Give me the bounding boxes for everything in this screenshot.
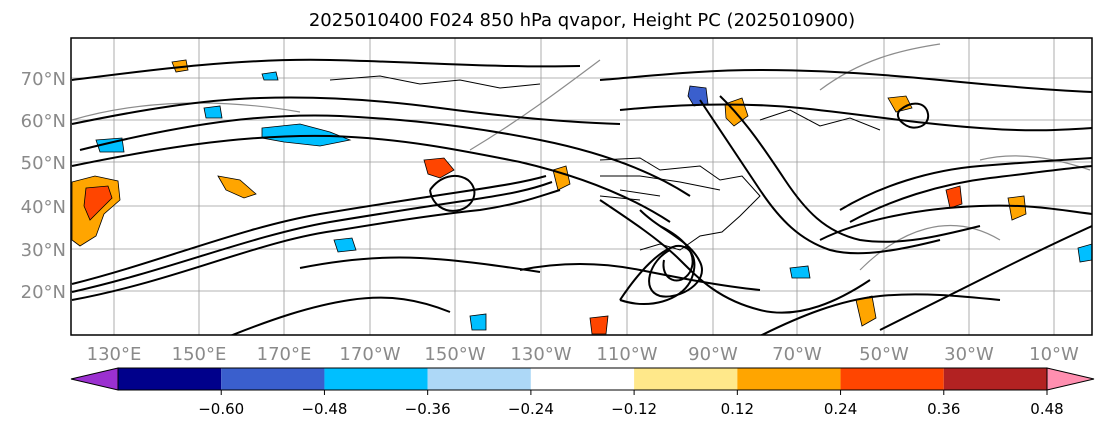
latitude-labels: 70°N 60°N 50°N 40°N 30°N 20°N xyxy=(21,69,66,303)
colorbar-swatch xyxy=(943,368,1047,390)
height-contour-line xyxy=(599,68,1092,93)
colorbar-tick-label: 0.12 xyxy=(721,400,754,418)
qvapor-shading xyxy=(71,59,1092,335)
map-frame xyxy=(70,37,1093,336)
colorbar-tick-label: −0.60 xyxy=(198,400,244,418)
gray-contour xyxy=(819,43,941,91)
height-contour-line xyxy=(71,58,581,81)
height-contour-line xyxy=(896,102,930,129)
lat-label: 70°N xyxy=(21,69,66,90)
height-contour-line xyxy=(229,296,451,335)
lat-label: 60°N xyxy=(21,111,66,132)
colorbar-swatch xyxy=(530,368,635,390)
colorbar-tick-label: −0.36 xyxy=(405,400,451,418)
height-contour-line xyxy=(879,225,1092,331)
height-contour-line xyxy=(619,103,1092,132)
colorbar-tick-label: 0.24 xyxy=(824,400,857,418)
coastline xyxy=(759,109,881,131)
coastline xyxy=(329,75,541,89)
qvapor-positive-area xyxy=(217,175,257,199)
colorbar-tick-label: 0.36 xyxy=(927,400,960,418)
height-contour-line xyxy=(79,114,691,197)
figure-title: 2025010400 F024 850 hPa qvapor, Height P… xyxy=(309,10,855,31)
height-contour-line xyxy=(699,99,941,255)
lon-label: 30°W xyxy=(944,344,994,365)
height-contour-line xyxy=(839,157,1092,211)
lon-label: 170°W xyxy=(339,344,400,365)
qvapor-positive-area xyxy=(887,95,913,113)
qvapor-negative-area xyxy=(333,237,357,253)
colorbar-extend-max xyxy=(1046,367,1095,391)
colorbar-boxes xyxy=(117,367,1048,391)
coastline xyxy=(599,175,721,201)
height-contour-line xyxy=(759,293,1001,335)
map-panel xyxy=(70,37,1093,336)
lat-label: 40°N xyxy=(21,197,66,218)
colorbar-swatch xyxy=(634,368,738,390)
height-contour-line xyxy=(71,134,671,223)
lon-label: 130°W xyxy=(510,344,571,365)
height-contour-line xyxy=(71,96,621,125)
height-contour-line xyxy=(299,256,541,273)
colorbar-tick-label: 0.48 xyxy=(1030,400,1063,418)
qvapor-positive-area xyxy=(589,315,609,335)
qvapor-negative-area xyxy=(789,265,811,279)
colorbar-swatch xyxy=(840,368,944,390)
map-gridlines xyxy=(71,38,1092,335)
height-contour-line xyxy=(849,165,1092,223)
gray-contour xyxy=(469,59,601,151)
height-contour-line xyxy=(429,174,476,212)
coastlines xyxy=(329,75,881,251)
height-contour-line xyxy=(639,209,703,298)
lon-label: 70°W xyxy=(772,344,822,365)
lon-label: 130°E xyxy=(87,344,142,365)
height-contour-line xyxy=(71,189,561,301)
lon-label: 50°W xyxy=(859,344,909,365)
qvapor-positive-area xyxy=(945,185,963,209)
qvapor-positive-area xyxy=(423,157,455,179)
qvapor-negative-area xyxy=(203,105,223,119)
gray-contour xyxy=(859,225,1001,271)
colorbar-swatch xyxy=(118,368,222,390)
height-pc-contours xyxy=(71,58,1092,335)
lat-label: 30°N xyxy=(21,240,66,261)
lon-label: 110°W xyxy=(596,344,657,365)
lat-label: 20°N xyxy=(21,282,66,303)
height-contour-line xyxy=(819,204,1092,241)
height-contour-line xyxy=(599,199,871,314)
lon-label: 10°W xyxy=(1029,344,1079,365)
colorbar-swatch xyxy=(324,368,428,390)
longitude-labels: 130°E 150°E 170°E 170°W 150°W 130°W 110°… xyxy=(87,344,1079,365)
qvapor-strong-positive-area xyxy=(83,185,113,221)
colorbar-swatch xyxy=(221,368,325,390)
lon-label: 170°E xyxy=(257,344,312,365)
colorbar-swatch xyxy=(737,368,841,390)
qvapor-negative-area xyxy=(261,71,279,81)
height-contour-line xyxy=(519,263,761,291)
qvapor-negative-area xyxy=(1077,243,1092,263)
colorbar-swatch xyxy=(427,368,531,390)
colorbar: −0.60 −0.48 −0.36 −0.24 −0.12 0.12 0.24 0.36 0.4… xyxy=(70,367,1095,418)
gray-contour xyxy=(71,102,301,121)
coastline xyxy=(599,157,761,251)
qvapor-positive-area xyxy=(1007,195,1027,221)
colorbar-tick-label: −0.12 xyxy=(611,400,657,418)
height-contour-line xyxy=(71,181,553,293)
colorbar-tick-label: −0.24 xyxy=(508,400,554,418)
colorbar-tick-label: −0.48 xyxy=(301,400,347,418)
colorbar-ticks: −0.60 −0.48 −0.36 −0.24 −0.12 0.12 0.24 0.36 0.4… xyxy=(198,390,1064,418)
height-contour-line xyxy=(619,244,696,305)
lon-label: 90°W xyxy=(688,344,738,365)
lon-label: 150°E xyxy=(172,344,227,365)
colorbar-extend-min xyxy=(70,367,119,391)
qvapor-negative-area xyxy=(469,313,487,331)
height-contour-line xyxy=(71,175,547,285)
lat-label: 50°N xyxy=(21,153,66,174)
height-contour-line xyxy=(719,95,981,243)
lon-label: 150°W xyxy=(424,344,485,365)
